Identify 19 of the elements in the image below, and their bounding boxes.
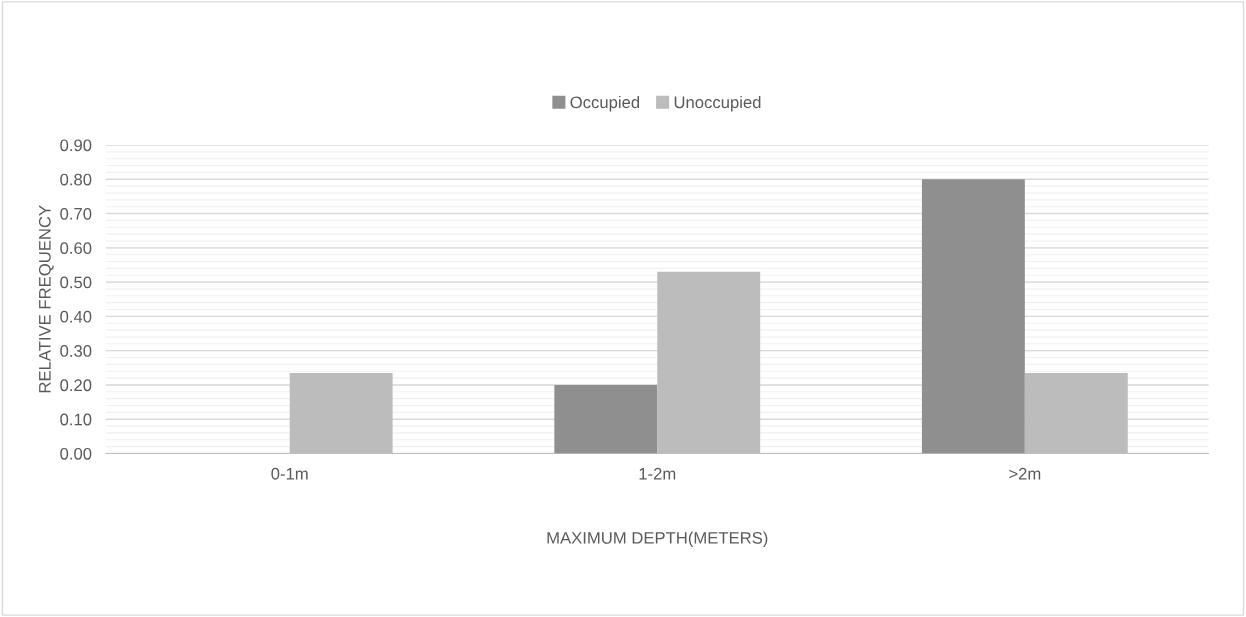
x-tick-label: 1-2m — [639, 467, 676, 480]
y-tick-label: 0.50 — [60, 276, 92, 289]
y-axis-title: RELATIVE FREQUENCY — [38, 205, 54, 393]
y-tick-label: 0.80 — [60, 173, 92, 186]
x-axis-title: MAXIMUM DEPTH(METERS) — [547, 531, 768, 548]
y-tick-label: 0.90 — [60, 139, 92, 152]
x-tick-label: 0-1m — [271, 467, 308, 480]
x-tick-label: >2m — [1009, 467, 1041, 480]
y-tick-label: 0.30 — [60, 345, 92, 357]
y-tick-label: 0.40 — [60, 310, 92, 323]
y-tick-label: 0.20 — [60, 379, 92, 392]
y-tick-label: 0.10 — [60, 413, 92, 426]
y-tick-label: 0.00 — [60, 447, 92, 460]
legend-label: Occupied — [570, 95, 640, 112]
legend-label: Unoccupied — [674, 95, 761, 112]
bar — [554, 384, 658, 454]
y-tick-label: 0.60 — [60, 242, 92, 255]
bar — [921, 179, 1025, 454]
y-tick-label: 0.70 — [60, 207, 92, 220]
